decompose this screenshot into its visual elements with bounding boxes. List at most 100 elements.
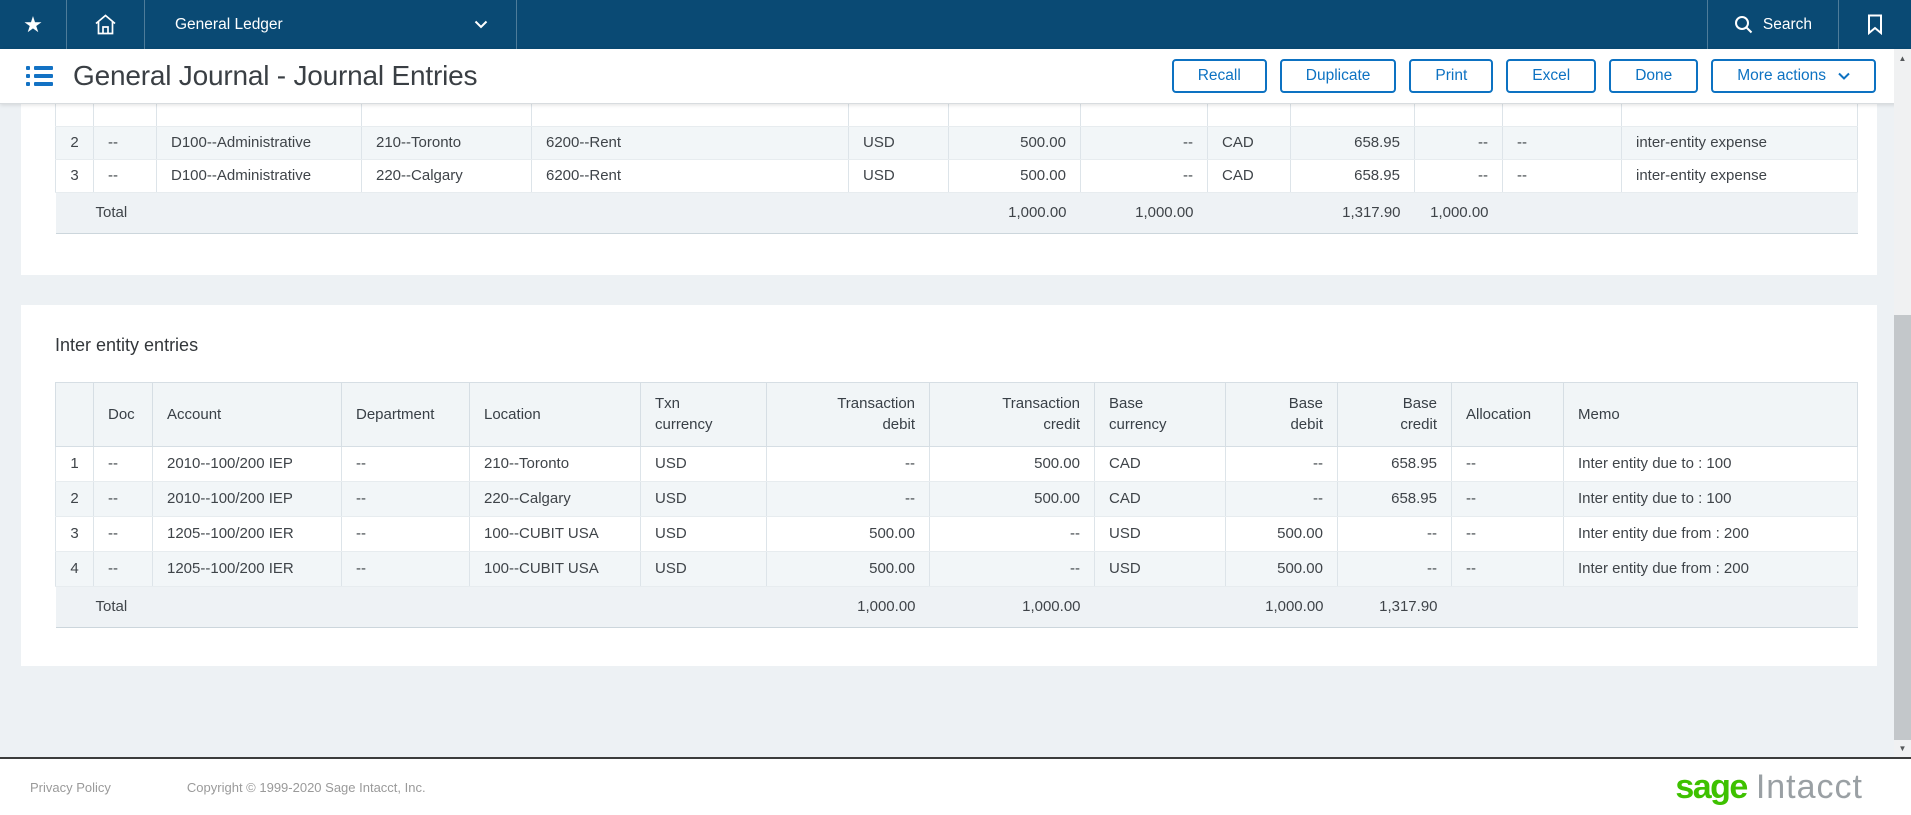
scroll-up-arrow-icon[interactable]: ▲ bbox=[1898, 53, 1907, 63]
scroll-down-arrow-icon[interactable]: ▼ bbox=[1898, 743, 1907, 753]
cell-location: 210--Toronto bbox=[361, 126, 532, 160]
total-label: Total bbox=[55, 585, 153, 628]
total-cell-base_currency bbox=[1207, 191, 1291, 234]
cell-txn_debit: 500.00 bbox=[766, 551, 930, 587]
scrollbar-thumb[interactable] bbox=[1894, 315, 1911, 740]
cell-department: -- bbox=[341, 481, 470, 517]
cell-location: 100--CUBIT USA bbox=[469, 551, 641, 587]
cell-num: 2 bbox=[55, 481, 94, 517]
cell-txn_currency: USD bbox=[640, 446, 767, 482]
total-cell-base_credit: 1,000.00 bbox=[1414, 191, 1503, 234]
cell-txn_debit: 500.00 bbox=[948, 126, 1081, 160]
column-header-num bbox=[55, 381, 94, 447]
cell-base_credit: 658.95 bbox=[1337, 481, 1452, 517]
cell-base_debit: -- bbox=[1225, 446, 1338, 482]
done-button[interactable]: Done bbox=[1609, 59, 1699, 93]
table-row: 4 -- 1205--100/200 IER -- 100--CUBIT USA USD 5… bbox=[55, 551, 1858, 587]
column-header-base_currency: Base currency bbox=[1094, 381, 1226, 447]
cell-account: 1205--100/200 IER bbox=[152, 551, 342, 587]
journal-list-icon[interactable] bbox=[26, 66, 53, 86]
journal-entries-table: 2 -- D100--Administrative 210--Toronto 6200-… bbox=[55, 104, 1858, 234]
cell-department: D100--Administrative bbox=[156, 126, 362, 160]
column-header-location: Location bbox=[469, 381, 641, 447]
cell-base_currency: USD bbox=[1094, 551, 1226, 587]
table-row: 3 -- 1205--100/200 IER -- 100--CUBIT USA USD 5… bbox=[55, 516, 1858, 552]
page-header: General Journal - Journal Entries Recall… bbox=[0, 49, 1911, 104]
header-actions: Recall Duplicate Print Excel Done More actio… bbox=[1171, 59, 1876, 93]
cell-txn_credit: -- bbox=[1080, 159, 1208, 193]
total-cell-location bbox=[469, 585, 641, 628]
cell-location: 210--Toronto bbox=[469, 446, 641, 482]
total-cell-txn_credit: 1,000.00 bbox=[929, 585, 1095, 628]
excel-button[interactable]: Excel bbox=[1506, 59, 1597, 93]
sage-logo-text: sage bbox=[1675, 767, 1748, 806]
inter-entity-table: Doc Account Department Location Txn currency… bbox=[55, 381, 1858, 628]
cell-memo: inter-entity expense bbox=[1621, 159, 1858, 193]
bookmark-button[interactable] bbox=[1838, 0, 1911, 49]
total-row: Total 1,000.00 1,000.00 1,000.00 1,317.90 bbox=[55, 585, 1858, 628]
star-icon: ★ bbox=[23, 11, 43, 37]
cell-txn_credit: -- bbox=[1080, 126, 1208, 160]
total-cell-txn_currency bbox=[848, 191, 949, 234]
cell-base_currency: CAD bbox=[1207, 126, 1291, 160]
privacy-policy-link[interactable]: Privacy Policy bbox=[30, 779, 111, 795]
column-header-base_debit: Base debit bbox=[1225, 381, 1338, 447]
cell-department: -- bbox=[341, 516, 470, 552]
column-header-base_credit: Base credit bbox=[1337, 381, 1452, 447]
cell-account: 1205--100/200 IER bbox=[152, 516, 342, 552]
total-cell-allocation bbox=[1451, 585, 1564, 628]
total-cell-location bbox=[361, 191, 532, 234]
cell-doc: -- bbox=[93, 126, 157, 160]
page-title: General Journal - Journal Entries bbox=[73, 60, 478, 91]
cell-base_currency: USD bbox=[1094, 516, 1226, 552]
recall-button[interactable]: Recall bbox=[1171, 59, 1267, 93]
cell-txn_currency: USD bbox=[848, 126, 949, 160]
cell-memo: Inter entity due from : 200 bbox=[1563, 551, 1858, 587]
top-navigation-bar: ★ General Ledger bbox=[0, 0, 1911, 49]
cell-base_debit: 500.00 bbox=[1225, 551, 1338, 587]
cell-base_currency: CAD bbox=[1094, 446, 1226, 482]
cell-doc: -- bbox=[93, 159, 157, 193]
total-cell-memo bbox=[1621, 191, 1858, 234]
cell-txn_currency: USD bbox=[640, 551, 767, 587]
column-header-account: Account bbox=[152, 381, 342, 447]
inter-entity-card: Inter entity entries Doc Account Departmen… bbox=[21, 304, 1877, 666]
total-cell-memo bbox=[1563, 585, 1858, 628]
cell-base_currency: CAD bbox=[1207, 159, 1291, 193]
cell-num: 4 bbox=[55, 551, 94, 587]
table-row: 2 -- 2010--100/200 IEP -- 220--Calgary USD -- 5… bbox=[55, 481, 1858, 517]
cell-allocation: -- bbox=[1451, 446, 1564, 482]
cell-account: 2010--100/200 IEP bbox=[152, 446, 342, 482]
home-button[interactable] bbox=[67, 0, 145, 49]
total-cell-txn_credit: 1,000.00 bbox=[1080, 191, 1208, 234]
table-row: 3 -- D100--Administrative 220--Calgary 6200-… bbox=[55, 159, 1858, 193]
total-cell-account bbox=[152, 585, 342, 628]
cell-txn_credit: -- bbox=[929, 551, 1095, 587]
total-cell-base_debit: 1,317.90 bbox=[1290, 191, 1415, 234]
cell-account: 2010--100/200 IEP bbox=[152, 481, 342, 517]
cell-account: 6200--Rent bbox=[531, 126, 849, 160]
cell-allocation: -- bbox=[1502, 159, 1622, 193]
cell-base_currency: CAD bbox=[1094, 481, 1226, 517]
favorites-button[interactable]: ★ bbox=[0, 0, 67, 49]
app-menu-dropdown[interactable]: General Ledger bbox=[145, 0, 517, 49]
print-button[interactable]: Print bbox=[1409, 59, 1494, 93]
cell-num: 3 bbox=[55, 159, 94, 193]
duplicate-button[interactable]: Duplicate bbox=[1279, 59, 1397, 93]
total-cell-base_currency bbox=[1094, 585, 1226, 628]
bookmark-icon bbox=[1867, 14, 1883, 35]
app-menu-label: General Ledger bbox=[175, 15, 283, 33]
more-actions-button[interactable]: More actions bbox=[1711, 59, 1876, 93]
cell-base_debit: -- bbox=[1225, 481, 1338, 517]
cell-memo: Inter entity due from : 200 bbox=[1563, 516, 1858, 552]
cell-base_credit: -- bbox=[1414, 126, 1503, 160]
total-cell-base_debit: 1,000.00 bbox=[1225, 585, 1338, 628]
vertical-scrollbar[interactable]: ▲ ▼ bbox=[1894, 49, 1911, 757]
cell-base_credit: -- bbox=[1337, 516, 1452, 552]
cell-txn_debit: 500.00 bbox=[948, 159, 1081, 193]
clipped-table-row bbox=[55, 104, 1858, 127]
table-header-row: Doc Account Department Location Txn currency… bbox=[55, 381, 1858, 447]
cell-base_credit: -- bbox=[1337, 551, 1452, 587]
search-button[interactable]: Search bbox=[1706, 0, 1838, 49]
cell-txn_currency: USD bbox=[640, 481, 767, 517]
